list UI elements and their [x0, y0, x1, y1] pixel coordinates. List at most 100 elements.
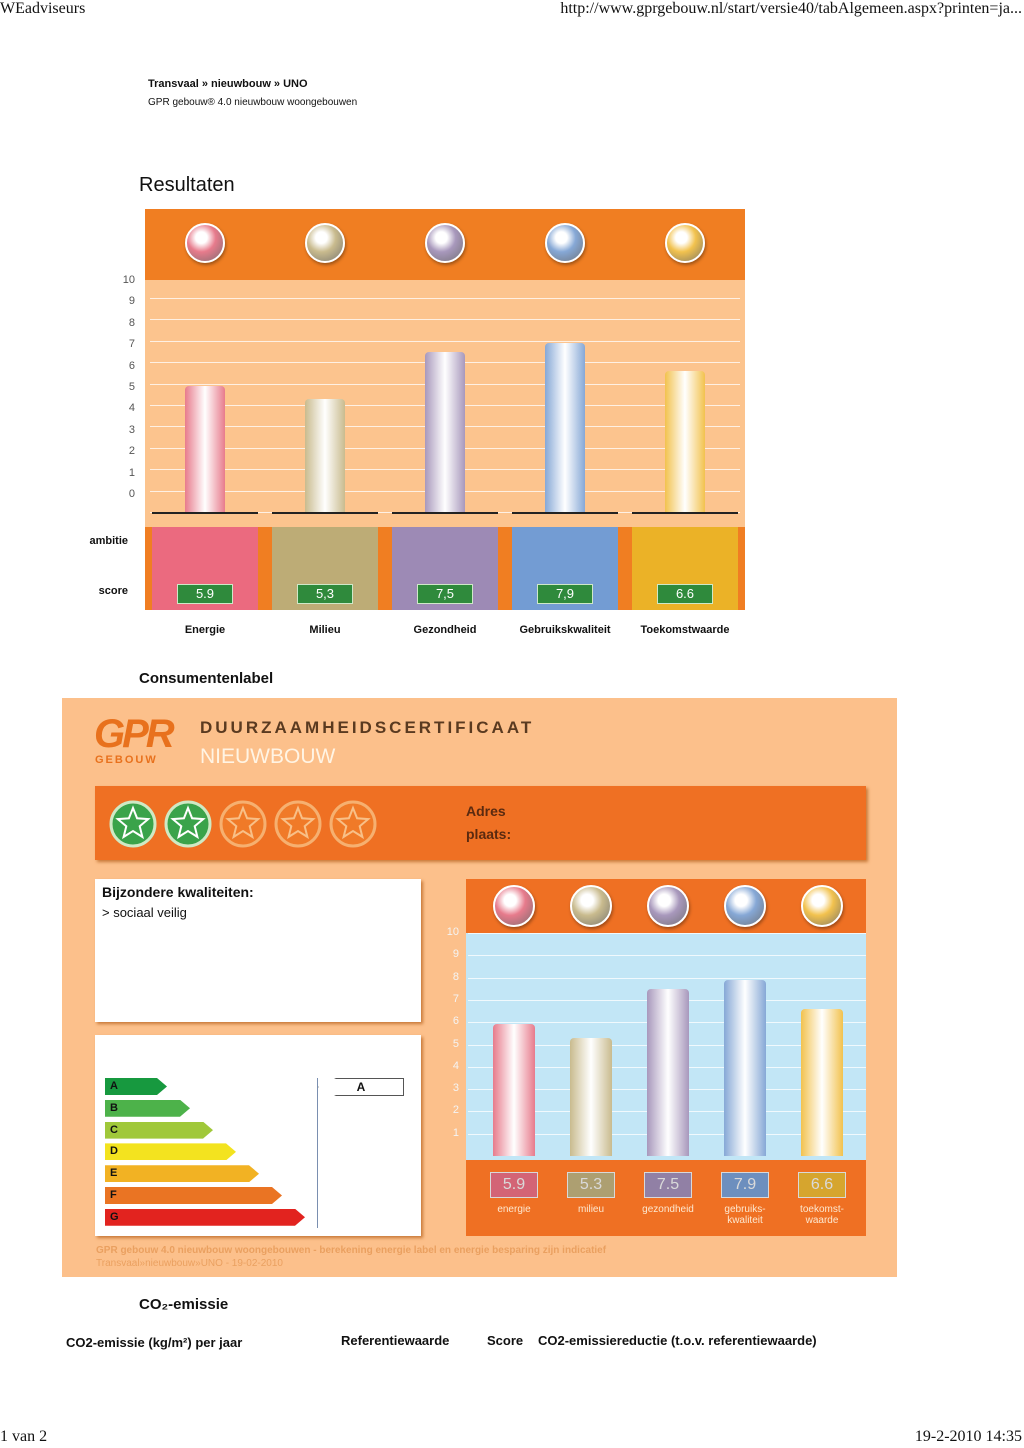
bar [801, 1008, 843, 1156]
grid-line [150, 340, 740, 342]
y-tick-label: 3 [128, 423, 135, 436]
y-tick-label: 4 [128, 402, 135, 415]
category-icon [665, 223, 705, 263]
star [219, 800, 267, 848]
star [329, 800, 377, 848]
x-tick-label: Milieu [309, 624, 341, 636]
x-tick-label: Toekomstwaarde [640, 624, 730, 636]
column-heading: CO2-emissie (kg/m²) per jaar [66, 1335, 243, 1350]
y-tick-label: 2 [452, 1104, 459, 1117]
column-heading: CO2-emissiereductie (t.o.v. referentiewa… [538, 1333, 817, 1348]
score-label: 5.9 [177, 584, 233, 604]
score-label: 5.3 [567, 1172, 615, 1198]
grid-line [150, 319, 740, 321]
category-icon [724, 885, 766, 927]
score-label: 6.6 [798, 1172, 846, 1198]
chart-title: Resultaten [139, 174, 235, 196]
energy-class: F [105, 1187, 282, 1204]
energy-class: G [105, 1208, 305, 1226]
energy-class: A [105, 1078, 167, 1095]
score-label: 6.6 [657, 584, 713, 604]
y-tick-label: 5 [452, 1037, 459, 1050]
y-tick-label: 3 [452, 1082, 459, 1095]
row-label: score [98, 585, 128, 597]
y-tick-label: 2 [128, 445, 135, 458]
column-heading: Referentiewaarde [341, 1333, 450, 1348]
bar [185, 385, 225, 512]
qualities-box: Bijzondere kwaliteiten: > sociaal veilig [95, 879, 421, 1022]
score-label: 7,9 [537, 584, 593, 604]
x-tick-label: energie [497, 1204, 531, 1215]
bar [647, 988, 689, 1156]
bar [665, 370, 705, 512]
quality-item: > sociaal veilig [102, 905, 187, 920]
x-tick-label: gezondheid [642, 1204, 694, 1215]
y-tick-label: 9 [128, 295, 135, 308]
y-tick-label: 10 [122, 274, 135, 286]
breadcrumb: Transvaal » nieuwbouw » UNO [148, 78, 308, 90]
x-tick-label: Gezondheid [413, 624, 477, 636]
energy-class: D [105, 1143, 236, 1161]
energy-indicator: A [318, 1078, 404, 1096]
y-tick-label: 6 [452, 1015, 459, 1028]
star [164, 800, 212, 848]
bar [305, 398, 345, 512]
baseline [512, 512, 618, 514]
grid-line [468, 977, 866, 979]
certificate-subtitle: NIEUWBOUW [200, 745, 336, 768]
bar [570, 1037, 612, 1156]
page-number: 1 van 2 [0, 1428, 48, 1445]
browser-title: WEadviseurs [0, 0, 86, 17]
baseline [632, 512, 738, 514]
bar [545, 342, 585, 512]
star [109, 800, 157, 848]
section-heading: Consumentenlabel [139, 670, 274, 687]
y-tick-label: 7 [128, 338, 135, 351]
certificate-footer: GPR gebouw 4.0 nieuwbouw woongebouwen - … [96, 1245, 607, 1256]
grid-line [468, 933, 866, 934]
score-label: 5,3 [297, 584, 353, 604]
y-tick-label: 8 [128, 316, 135, 329]
bar [724, 979, 766, 1156]
category-icon [425, 223, 465, 263]
timestamp: 19-2-2010 14:35 [914, 1428, 1022, 1445]
qualities-title: Bijzondere kwaliteiten: [102, 884, 254, 900]
bar [493, 1024, 535, 1156]
energy-class: E [105, 1165, 259, 1183]
category-icon [493, 885, 535, 927]
subtitle: GPR gebouw® 4.0 nieuwbouw woongebouwen [148, 97, 358, 108]
grid-line [150, 298, 740, 299]
category-icon [545, 223, 585, 263]
y-tick-label: 6 [128, 359, 135, 372]
x-tick-label: gebruiks- kwaliteit [724, 1204, 766, 1226]
energy-class: B [105, 1099, 190, 1117]
logo: GPR [94, 712, 175, 756]
row-label: ambitie [89, 535, 128, 547]
score-label: 7.5 [644, 1172, 692, 1198]
y-tick-label: 1 [452, 1126, 459, 1139]
x-tick-label: toekomst- waarde [800, 1204, 844, 1226]
x-tick-label: milieu [577, 1204, 605, 1215]
category-icon [185, 223, 225, 263]
baseline [152, 512, 258, 514]
category-icon [801, 885, 843, 927]
section-heading: CO₂-emissie [139, 1296, 229, 1313]
score-label: 7.9 [721, 1172, 769, 1198]
browser-url: http://www.gprgebouw.nl/start/versie40/t… [560, 0, 1022, 17]
x-tick-label: Energie [184, 624, 226, 636]
address: Adres [466, 803, 506, 819]
category-icon [570, 885, 612, 927]
baseline [392, 512, 498, 514]
indicator-line [317, 1078, 318, 1228]
baseline [272, 512, 378, 514]
y-tick-label: 4 [452, 1059, 459, 1072]
certificate-footer: Transvaal»nieuwbouw»UNO - 19-02-2010 [96, 1258, 283, 1269]
certificate-title: DUURZAAMHEIDSCERTIFICAAT [200, 718, 535, 737]
y-tick-label: 1 [128, 466, 135, 479]
category-icon [305, 223, 345, 263]
y-tick-label: 5 [128, 381, 135, 393]
star [274, 800, 322, 848]
grid-line [468, 955, 866, 957]
score-label: 7,5 [417, 584, 473, 604]
